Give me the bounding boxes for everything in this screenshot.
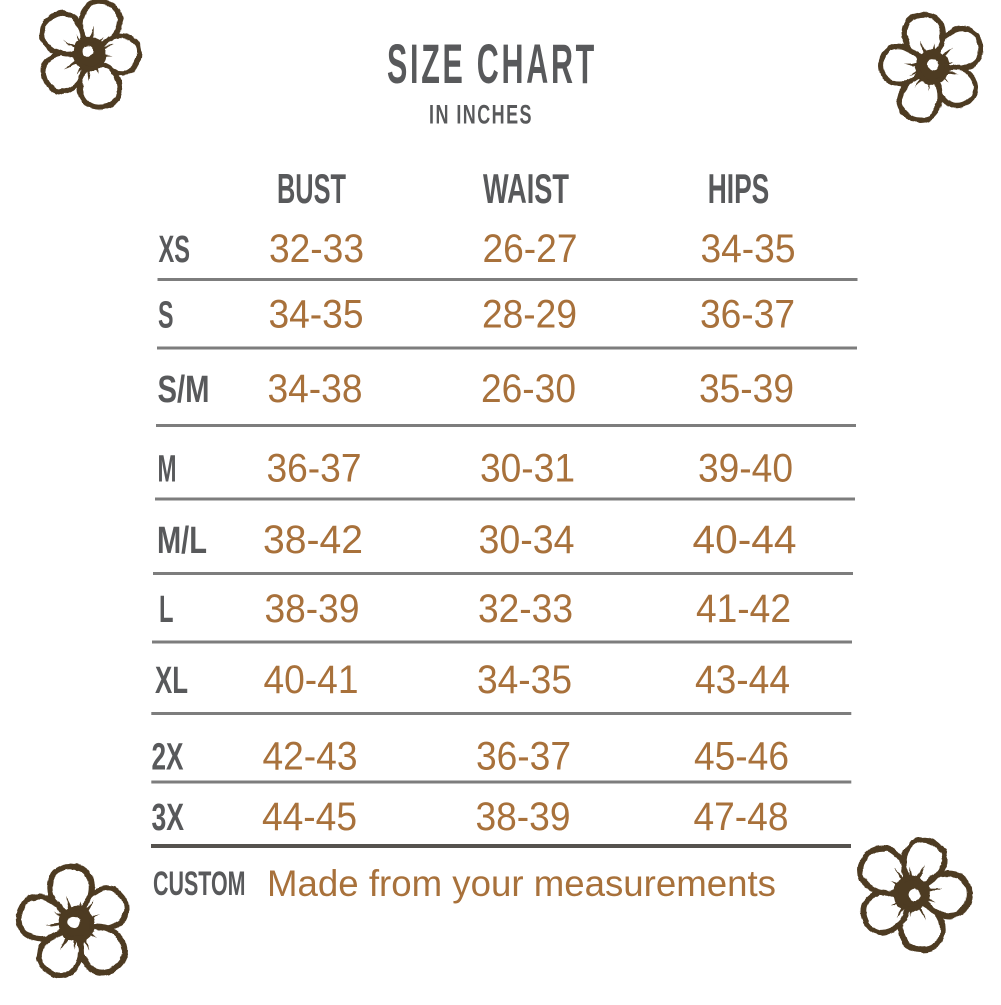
svg-text:36-37: 36-37 <box>700 293 795 337</box>
svg-text:32-33: 32-33 <box>269 227 364 271</box>
svg-text:34-35: 34-35 <box>701 227 796 271</box>
svg-text:SIZE CHART: SIZE CHART <box>387 32 597 95</box>
svg-text:WAIST: WAIST <box>483 165 569 212</box>
svg-text:39-40: 39-40 <box>698 447 793 491</box>
svg-text:2X: 2X <box>152 737 184 779</box>
svg-text:34-35: 34-35 <box>269 293 364 337</box>
svg-text:M/L: M/L <box>157 520 207 562</box>
svg-text:43-44: 43-44 <box>695 658 790 702</box>
svg-text:36-37: 36-37 <box>267 447 362 491</box>
svg-text:28-29: 28-29 <box>482 293 577 337</box>
svg-text:XS: XS <box>159 229 191 271</box>
svg-text:45-46: 45-46 <box>694 735 789 779</box>
svg-text:30-31: 30-31 <box>480 447 575 491</box>
svg-text:34-35: 34-35 <box>477 658 572 702</box>
svg-text:40-44: 40-44 <box>693 518 797 562</box>
svg-text:3X: 3X <box>152 797 185 839</box>
svg-text:S/M: S/M <box>158 369 210 411</box>
svg-text:36-37: 36-37 <box>476 735 571 779</box>
svg-text:Made from your measurements: Made from your measurements <box>267 863 776 904</box>
svg-text:S: S <box>158 295 174 337</box>
svg-text:XL: XL <box>155 660 188 702</box>
svg-text:38-39: 38-39 <box>476 795 571 839</box>
svg-text:L: L <box>159 589 174 631</box>
svg-text:IN INCHES: IN INCHES <box>429 100 533 130</box>
svg-text:M: M <box>158 449 177 491</box>
svg-text:44-45: 44-45 <box>262 795 357 839</box>
svg-text:47-48: 47-48 <box>694 795 789 839</box>
svg-text:42-43: 42-43 <box>263 735 358 779</box>
svg-text:26-30: 26-30 <box>481 367 576 411</box>
svg-text:35-39: 35-39 <box>699 367 794 411</box>
svg-text:CUSTOM: CUSTOM <box>153 865 246 903</box>
svg-text:40-41: 40-41 <box>264 658 359 702</box>
svg-text:38-42: 38-42 <box>263 518 363 562</box>
svg-text:30-34: 30-34 <box>479 518 575 562</box>
svg-text:38-39: 38-39 <box>265 587 360 631</box>
svg-text:BUST: BUST <box>277 165 346 212</box>
svg-text:26-27: 26-27 <box>483 227 578 271</box>
svg-text:41-42: 41-42 <box>696 587 791 631</box>
svg-text:HIPS: HIPS <box>708 165 770 212</box>
svg-text:34-38: 34-38 <box>268 367 363 411</box>
svg-text:32-33: 32-33 <box>478 587 573 631</box>
